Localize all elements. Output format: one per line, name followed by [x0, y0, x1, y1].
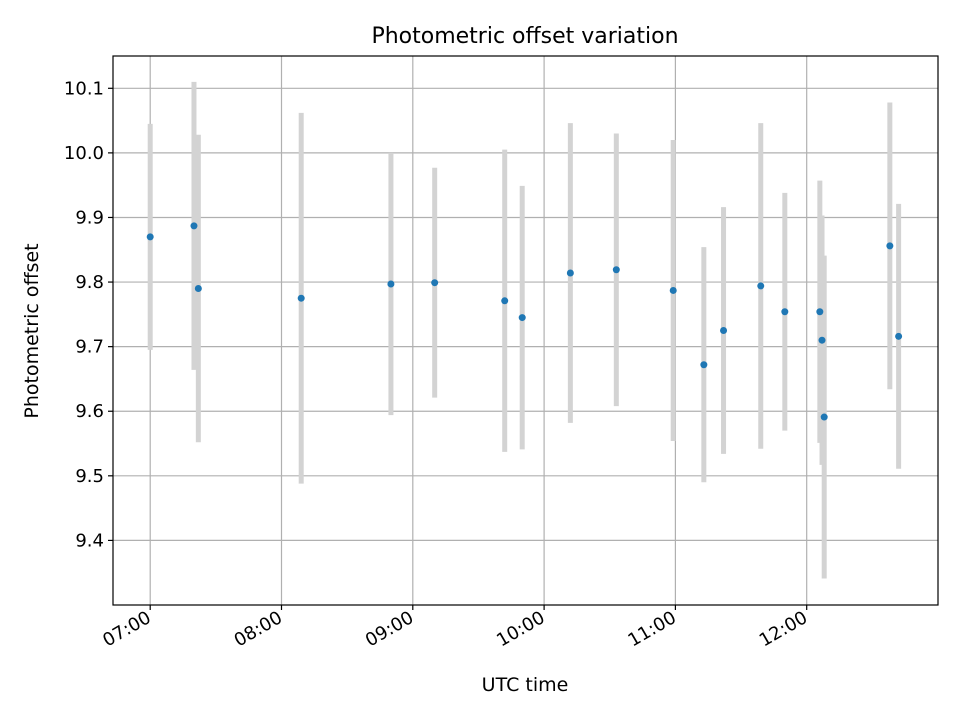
- data-point: [297, 294, 305, 302]
- data-point: [820, 413, 828, 421]
- grid: [113, 56, 938, 605]
- data-point: [566, 269, 574, 277]
- y-tick-label: 10.0: [64, 143, 104, 164]
- x-tick-label: 09:00: [362, 607, 417, 651]
- y-tick-label: 9.9: [75, 207, 104, 228]
- data-point: [757, 282, 765, 290]
- y-tick-label: 10.1: [64, 78, 104, 99]
- chart-title: Photometric offset variation: [371, 24, 678, 49]
- data-point: [669, 286, 677, 294]
- x-tick-label: 08:00: [231, 607, 286, 651]
- data-point: [431, 279, 439, 287]
- x-tick-label: 10:00: [493, 607, 548, 651]
- error-bars: [147, 81, 902, 579]
- data-points: [146, 222, 903, 421]
- data-point: [146, 233, 154, 241]
- y-axis-label: Photometric offset: [21, 243, 43, 418]
- data-point: [501, 297, 509, 305]
- x-tick-label: 07:00: [99, 607, 154, 651]
- data-point: [818, 336, 826, 344]
- x-axis-ticks: 07:00 08:00 09:00 10:00 11:00 12:00: [99, 605, 811, 651]
- data-point: [700, 361, 708, 369]
- y-tick-label: 9.8: [75, 272, 104, 293]
- x-tick-label: 12:00: [756, 607, 811, 651]
- data-point: [720, 327, 728, 334]
- plot-frame: [112, 55, 939, 606]
- data-point: [518, 314, 526, 322]
- y-tick-label: 9.5: [75, 466, 104, 487]
- data-point: [387, 280, 395, 288]
- x-axis-label: UTC time: [482, 674, 569, 696]
- data-point: [194, 285, 202, 293]
- data-point: [886, 242, 894, 250]
- data-point: [190, 222, 198, 230]
- data-point: [612, 266, 620, 274]
- x-tick-label: 11:00: [624, 607, 679, 651]
- data-point: [816, 308, 824, 316]
- y-tick-label: 9.7: [75, 337, 104, 358]
- data-point: [895, 332, 903, 340]
- y-axis-ticks: 9.4 9.5 9.6 9.7 9.8 9.9 10.0 10.1: [64, 78, 113, 551]
- y-tick-label: 9.4: [75, 530, 104, 551]
- data-point: [781, 308, 789, 316]
- y-tick-label: 9.6: [75, 401, 104, 422]
